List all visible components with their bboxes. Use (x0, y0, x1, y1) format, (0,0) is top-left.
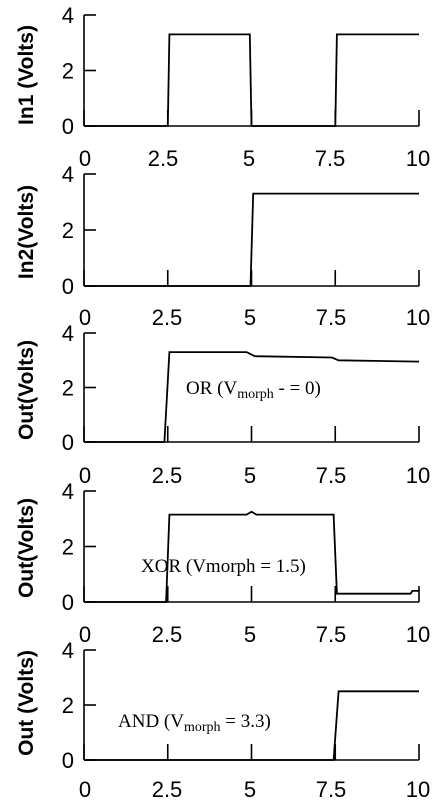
x-tick-label: 5 (243, 146, 255, 171)
x-tick-label: 2.5 (152, 305, 183, 330)
x-tick-label: 7.5 (316, 622, 347, 647)
x-tick-label: 5 (244, 305, 256, 330)
gate-annotation: AND (Vmorph = 3.3) (118, 711, 271, 735)
x-tick-label: 7.5 (316, 463, 347, 488)
x-tick-label: 2.5 (152, 622, 183, 647)
signal-trace (84, 192, 419, 287)
y-tick-label: 0 (62, 274, 74, 299)
gate-annotation: XOR (Vmorph = 1.5) (141, 556, 306, 577)
y-tick-label: 4 (62, 3, 74, 28)
panel-5: 0 2 4 0 2.5 5 7.5 10 Out (Volts) AND (Vmorph = 3.… (15, 638, 430, 802)
y-axis-label: In2(Volts) (15, 185, 38, 279)
panel-2: 0 2 4 0 2.5 5 7.5 10 In2(Volts) (15, 162, 430, 330)
x-tick-label: 10 (406, 777, 430, 802)
y-tick-label: 4 (62, 162, 74, 187)
y-tick-label: 0 (62, 590, 74, 615)
x-tick-label: 7.5 (316, 305, 347, 330)
x-tick-label: 10 (406, 463, 430, 488)
y-tick-label: 0 (62, 114, 74, 139)
gate-annotation: OR (Vmorph - = 0) (186, 378, 321, 402)
y-axis-label: Out (Volts) (15, 650, 38, 756)
x-tick-label: 10 (406, 146, 430, 171)
y-tick-label: 4 (62, 479, 74, 504)
y-tick-label: 0 (62, 430, 74, 455)
x-tick-label: 10 (406, 622, 430, 647)
x-tick-label: 0 (79, 622, 91, 647)
x-tick-label: 5 (244, 463, 256, 488)
x-tick-label: 5 (244, 622, 256, 647)
y-axis-label: In1 (Volts) (15, 25, 38, 125)
panel-1: 0 2 4 0 2.5 5 7.5 10 In1 (Volts) (15, 3, 430, 171)
y-tick-label: 2 (62, 59, 74, 84)
signal-trace (84, 690, 419, 761)
y-tick-label: 4 (62, 321, 74, 346)
x-tick-label: 2.5 (148, 146, 179, 171)
signal-trace (84, 33, 419, 127)
x-tick-label: 0 (79, 305, 91, 330)
signal-trace (84, 351, 420, 443)
x-tick-label: 2.5 (152, 463, 183, 488)
x-tick-label: 5 (244, 777, 256, 802)
signal-trace (84, 510, 419, 603)
y-axis-label: Out(Volts) (15, 340, 38, 440)
y-tick-label: 2 (62, 693, 74, 718)
panel-4: 0 2 4 0 2.5 5 7.5 10 Out(Volts) XOR (Vmorph = 1.5… (15, 479, 430, 647)
y-axis-label: Out(Volts) (15, 498, 38, 598)
x-tick-label: 0 (79, 146, 91, 171)
x-tick-label: 0 (79, 463, 91, 488)
y-tick-label: 2 (62, 376, 74, 401)
x-tick-label: 10 (406, 305, 430, 330)
x-tick-label: 0 (79, 777, 91, 802)
panel-3: 0 2 4 0 2.5 5 7.5 10 Out(Volts) OR (Vmorph - = 0) (15, 321, 430, 488)
x-tick-label: 7.5 (315, 146, 346, 171)
x-tick-label: 2.5 (152, 777, 183, 802)
y-tick-label: 2 (62, 535, 74, 560)
y-tick-label: 2 (62, 218, 74, 243)
y-tick-label: 4 (62, 638, 74, 663)
x-tick-label: 7.5 (316, 777, 347, 802)
y-tick-label: 0 (62, 748, 74, 773)
